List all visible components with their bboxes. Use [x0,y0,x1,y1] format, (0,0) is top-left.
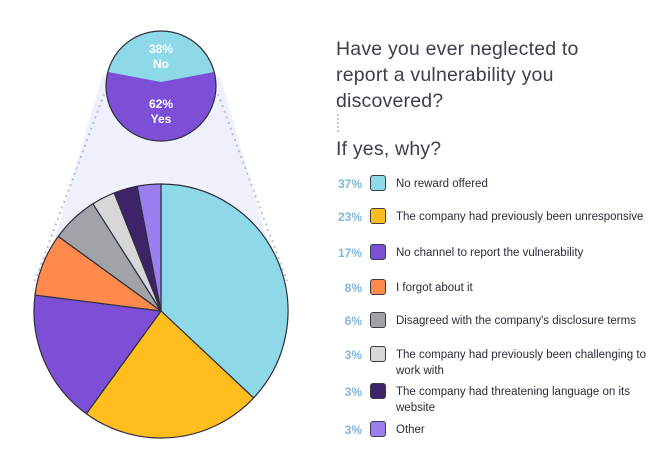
legend-swatch [370,244,386,260]
legend-item: 37% No reward offered [326,175,646,195]
legend-label: Other [396,424,425,436]
legend-label: The company had previously been challeng… [396,349,646,377]
subquestion-title: If yes, why? [336,138,442,160]
legend-percent: 23% [337,210,362,224]
legend-item: 6% Disagreed with the company's disclosur… [326,312,646,332]
legend-percent: 37% [337,177,362,191]
legend-percent: 3% [344,385,362,399]
legend-item: 3% Other [326,421,646,441]
legend-label: I forgot about it [396,282,473,294]
legend-swatch [370,421,386,437]
legend-item: 17% No channel to report the vulnerabilit… [326,244,646,264]
legend-percent: 3% [344,348,362,362]
legend-percent: 17% [337,246,362,260]
legend-swatch [370,383,386,399]
legend-item: 8% I forgot about it [326,279,646,299]
pie-slice [85,310,255,439]
legend-item: 23% The company had previously been unres… [326,208,646,228]
legend-swatch [370,175,386,191]
pie-slice [33,294,162,415]
pie-slice [160,183,289,399]
pie-slice [107,30,215,82]
legend-percent: 6% [344,314,362,328]
pie-label-no-percent: 38% [149,42,173,56]
legend-label: No channel to report the vulnerability [396,247,584,259]
legend-swatch [370,208,386,224]
legend-percent: 8% [344,281,362,295]
question-title: Have you ever neglected to report a vuln… [336,38,579,112]
legend-percent: 3% [344,423,362,437]
legend-swatch [370,312,386,328]
legend-swatch [370,346,386,362]
dotted-divider [337,114,339,132]
legend-label: No reward offered [396,178,488,190]
legend-label: Disagreed with the company's disclosure … [396,315,636,327]
legend-label: The company had threatening language on … [396,386,630,414]
pie-label-yes: Yes [151,112,172,126]
pie-slice [136,183,162,312]
pie-label-yes-percent: 62% [149,97,173,111]
legend-label: The company had previously been unrespon… [396,211,644,223]
pie-label-no: No [153,57,169,71]
legend-item: 3% The company had threatening language o… [326,383,646,414]
legend-item: 3% The company had previously been challe… [326,346,646,377]
pie-outline [105,30,217,142]
legend-swatch [370,279,386,295]
